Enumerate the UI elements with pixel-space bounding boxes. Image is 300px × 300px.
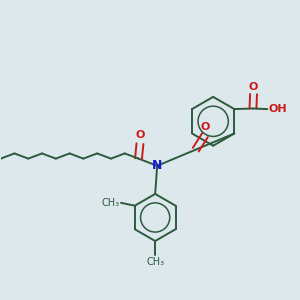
Text: CH₃: CH₃ xyxy=(146,257,164,267)
Text: OH: OH xyxy=(269,104,287,114)
Text: O: O xyxy=(135,130,145,140)
Text: O: O xyxy=(201,122,210,132)
Text: O: O xyxy=(249,82,258,92)
Text: N: N xyxy=(152,159,162,172)
Text: CH₃: CH₃ xyxy=(101,198,120,208)
